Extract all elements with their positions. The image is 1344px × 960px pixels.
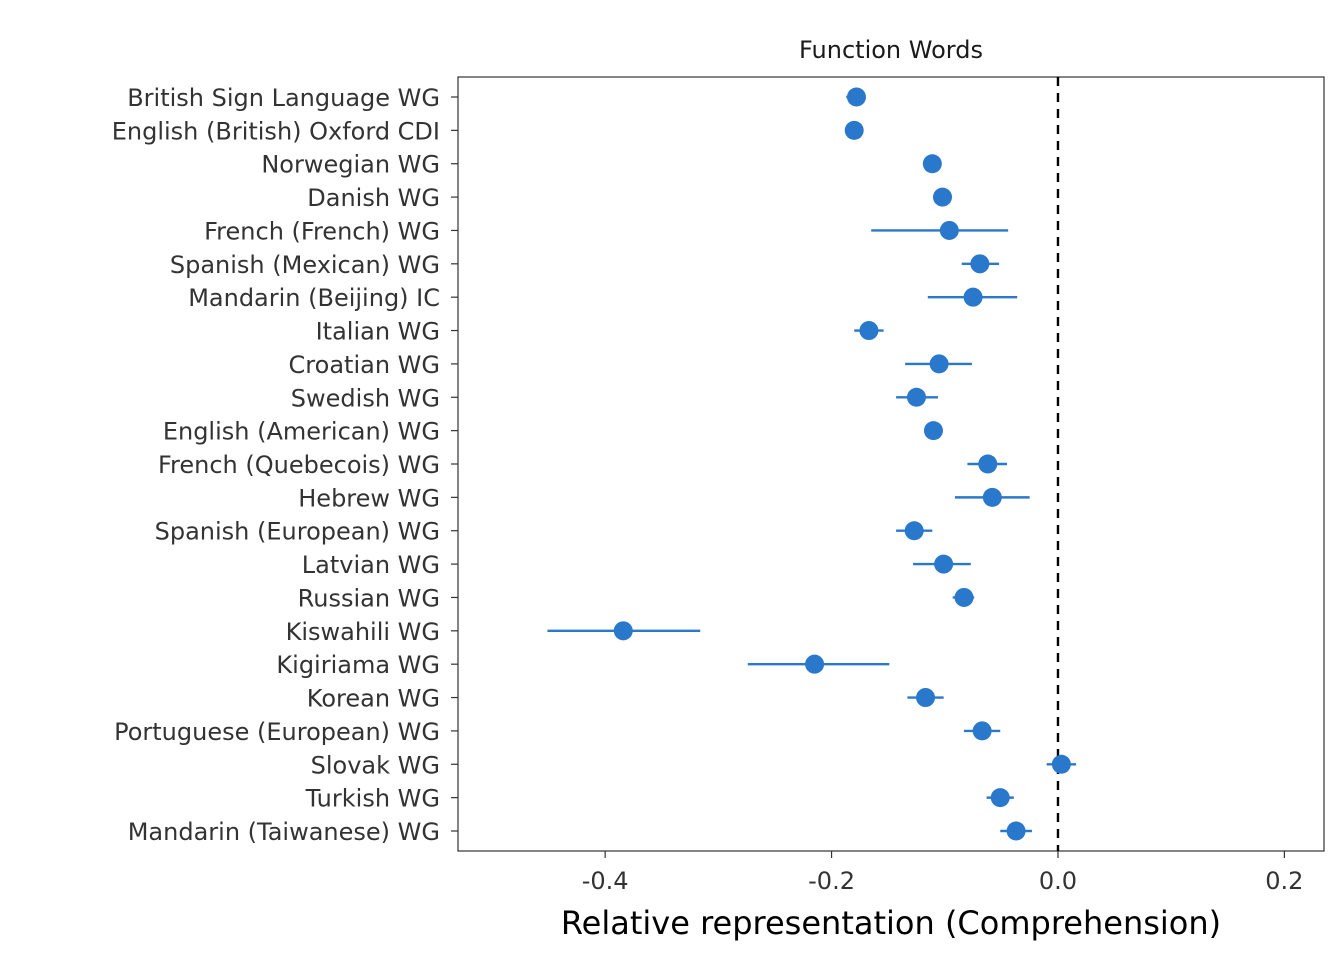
y-tick-label: French (French) WG (204, 217, 440, 245)
estimate-point (613, 621, 633, 641)
estimate-point (1051, 754, 1071, 774)
y-tick-label: Turkish WG (305, 785, 440, 813)
y-tick-label: Mandarin (Taiwanese) WG (128, 818, 440, 846)
plot-panel (457, 76, 1325, 852)
estimate-point (922, 154, 942, 174)
facet-title: Function Words (799, 36, 983, 64)
estimate-point (972, 721, 992, 741)
x-tick-label: -0.2 (808, 867, 855, 895)
x-tick-label: -0.4 (582, 867, 629, 895)
x-tick-label: 0.2 (1265, 867, 1303, 895)
y-tick-label: Swedish WG (291, 384, 440, 412)
y-tick-label: Portuguese (European) WG (114, 718, 440, 746)
estimate-point (970, 254, 990, 274)
estimate-point (923, 421, 943, 441)
x-axis: -0.4 -0.2 0.0 0.2 (582, 851, 1303, 895)
estimate-point (805, 654, 825, 674)
estimate-point (904, 521, 924, 541)
estimate-point (929, 354, 949, 374)
estimate-point (934, 554, 954, 574)
y-tick-label: Italian WG (316, 318, 440, 346)
estimate-point (859, 321, 879, 341)
y-tick-label: Mandarin (Beijing) IC (188, 284, 440, 312)
estimate-point (990, 788, 1010, 808)
y-tick-label: Kiswahili WG (286, 618, 440, 646)
y-axis: British Sign Language WG English (British… (112, 84, 458, 846)
estimate-point (933, 187, 953, 207)
y-tick-label: British Sign Language WG (127, 84, 440, 112)
estimate-point (1006, 821, 1026, 841)
estimate-point (978, 454, 998, 474)
estimate-point (939, 220, 959, 240)
x-tick-label: 0.0 (1039, 867, 1077, 895)
y-tick-label: Spanish (Mexican) WG (170, 251, 440, 279)
y-tick-label: Kigiriama WG (276, 651, 440, 679)
estimate-point (906, 387, 926, 407)
y-tick-label: Croatian WG (289, 351, 440, 379)
estimate-point (982, 487, 1002, 507)
y-tick-label: English (British) Oxford CDI (112, 117, 440, 145)
y-tick-label: Korean WG (307, 685, 440, 713)
x-axis-title: Relative representation (Comprehension) (561, 904, 1221, 942)
data-marks (547, 87, 1077, 841)
y-tick-label: English (American) WG (163, 418, 440, 446)
y-tick-label: Danish WG (307, 184, 440, 212)
y-tick-label: Russian WG (298, 584, 440, 612)
y-tick-label: Slovak WG (311, 751, 440, 779)
estimate-point (844, 120, 864, 140)
y-tick-label: Spanish (European) WG (155, 518, 440, 546)
y-tick-label: French (Quebecois) WG (158, 451, 440, 479)
y-tick-label: Latvian WG (302, 551, 440, 579)
estimate-point (954, 587, 974, 607)
y-tick-label: Norwegian WG (261, 151, 440, 179)
estimate-point (916, 688, 936, 708)
estimate-point (846, 87, 866, 107)
y-tick-label: Hebrew WG (298, 484, 440, 512)
estimate-point (963, 287, 983, 307)
